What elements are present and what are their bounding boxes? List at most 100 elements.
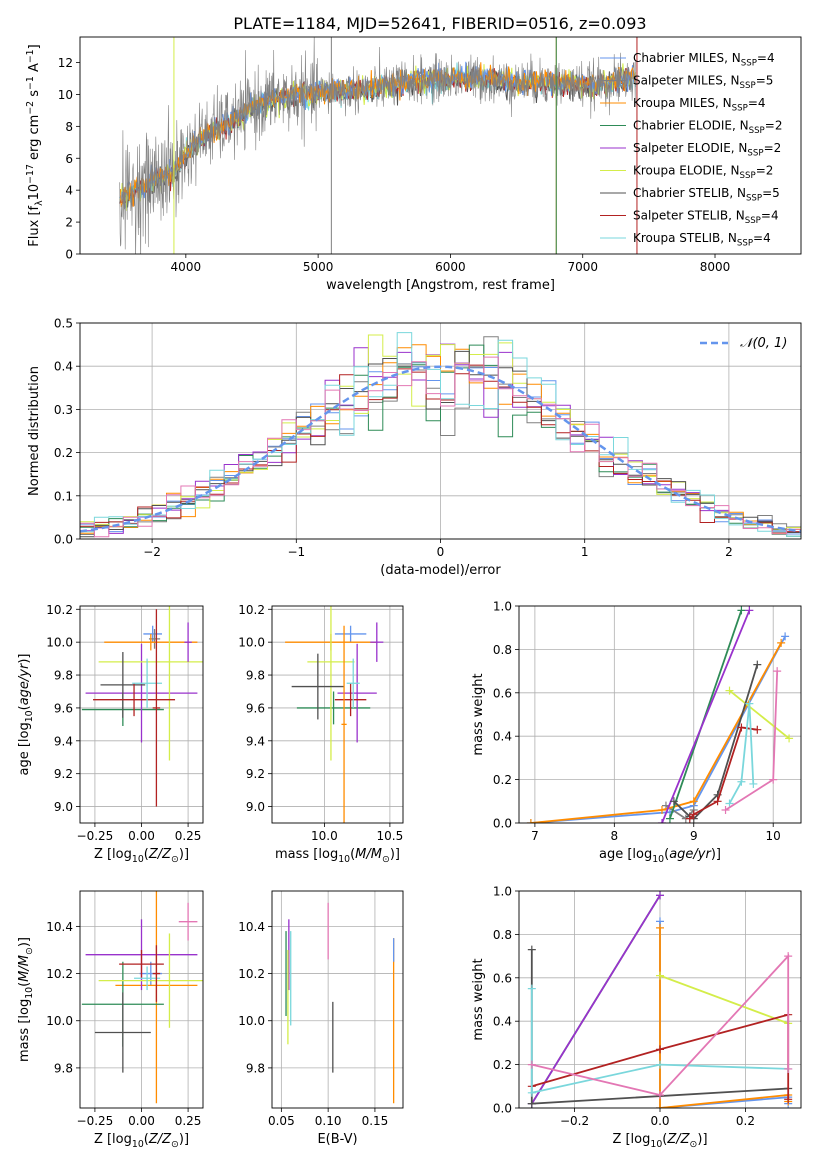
y-tick-label: 10	[58, 88, 73, 102]
y-tick-label: 10.0	[238, 636, 265, 650]
weight-series-line	[659, 927, 790, 1108]
y-tick-label: 10.4	[238, 920, 265, 934]
weight-point-marker	[737, 723, 746, 732]
x-tick-label: 10.0	[311, 829, 338, 843]
legend-entry: Chabrier STELIB, NSSP=5	[633, 186, 780, 204]
y-axis-label: Flux [fλ10−17 erg cm−2 s−1 A−1]	[25, 44, 45, 246]
y-tick-label: 0.8	[493, 643, 512, 657]
x-tick-label: −0.2	[560, 1114, 589, 1128]
legend-entry: Salpeter ELODIE, NSSP=2	[633, 141, 781, 159]
weight-point-marker	[785, 734, 794, 743]
x-axis-label: E(B-V)	[317, 1132, 357, 1147]
plot-area-mass-vs-ebv	[285, 902, 395, 1104]
y-tick-label: 9.0	[54, 800, 73, 814]
legend-entry: Salpeter STELIB, NSSP=4	[633, 209, 779, 227]
weight-point-marker	[656, 971, 664, 980]
x-tick-label: 0	[437, 545, 445, 559]
plot-area-age-vs-Z	[81, 606, 203, 807]
x-axis-label: (data-model)/error	[380, 563, 501, 578]
y-axis-label: mass weight	[471, 958, 486, 1040]
x-tick-label: 0.00	[128, 829, 155, 843]
legend-entry: Salpeter MILES, NSSP=5	[633, 74, 773, 92]
y-tick-label: 9.4	[54, 734, 73, 748]
weight-series-line	[661, 609, 751, 823]
y-tick-label: 0.3	[54, 403, 73, 417]
y-tick-label: 0.2	[493, 1058, 512, 1072]
x-tick-label: 0.10	[315, 1114, 342, 1128]
weight-series-line	[659, 974, 789, 1025]
weight-point-marker	[777, 638, 786, 647]
y-tick-label: 0.5	[54, 317, 73, 331]
y-tick-label: 0.4	[493, 1015, 512, 1029]
legend-entry: Kroupa ELODIE, NSSP=2	[633, 164, 773, 182]
weight-point-marker	[656, 1045, 664, 1054]
weight-point-marker	[753, 725, 762, 734]
normal-reference-curve	[80, 365, 801, 533]
x-tick-label: 8000	[700, 260, 731, 274]
plot-area-weight-vs-age	[526, 606, 794, 823]
weight-point-marker	[669, 797, 678, 806]
weight-point-marker	[656, 1060, 664, 1069]
weight-point-marker	[745, 699, 754, 708]
x-tick-label: 7	[531, 829, 539, 843]
y-tick-label: 0.2	[54, 446, 73, 460]
y-tick-label: 1.0	[493, 885, 512, 899]
x-tick-label: 0.25	[175, 1114, 202, 1128]
y-tick-label: 1.0	[493, 600, 512, 614]
panel-residuals: −2 −1 0 1 2 0.0 0.1 0.2 0.3 0.4 0.5 (data-model)/er…	[27, 317, 802, 578]
x-axis-label: wavelength [Angstrom, rest frame]	[326, 278, 555, 293]
x-tick-label: 10.5	[377, 829, 404, 843]
x-tick-label: −2	[143, 545, 161, 559]
weight-point-marker	[745, 606, 754, 615]
weight-point-marker	[784, 1095, 793, 1104]
weight-point-marker	[737, 777, 746, 786]
spectrum-legend: Chabrier MILES, NSSP=4 Salpeter MILES, NS…	[600, 51, 782, 249]
weight-point-marker	[656, 891, 664, 900]
panel-mass-vs-Z: −0.25 0.00 0.25 9.8 10.0 10.2 10.4 Z [log10(Z/Z…	[17, 890, 204, 1150]
y-tick-label: 0.0	[493, 817, 512, 831]
y-tick-label: 9.6	[54, 701, 73, 715]
x-tick-label: 5000	[303, 260, 334, 274]
weight-series-line	[659, 921, 790, 1108]
y-tick-label: 0.4	[54, 360, 73, 374]
weight-point-marker	[527, 1099, 536, 1108]
axes-frame	[79, 36, 802, 255]
axes-frame	[518, 605, 802, 824]
y-tick-label: 10.2	[238, 967, 265, 981]
weight-point-marker	[665, 814, 674, 823]
panel-weight-vs-Z: −0.2 0.0 0.2 0.0 0.2 0.4 0.6 0.8 1.0 Z [log10(Z/Z…	[471, 885, 802, 1150]
weight-point-marker	[527, 945, 536, 954]
weight-point-marker	[753, 660, 762, 669]
legend-entry: Kroupa STELIB, NSSP=4	[633, 231, 771, 249]
y-tick-label: 0.4	[493, 730, 512, 744]
weight-point-marker	[657, 819, 666, 823]
panel-spectrum: 4000 5000 6000 7000 8000 0 2 4 6 8 10 12 wavelength …	[25, 36, 802, 293]
x-tick-label: −1	[287, 545, 305, 559]
y-axis-label: Normed distribution	[27, 366, 42, 496]
observed-spectrum-line	[119, 37, 636, 254]
x-tick-label: 7000	[567, 260, 598, 274]
y-axis-label: mass weight	[471, 673, 486, 755]
weight-point-marker	[737, 606, 746, 615]
x-tick-label: 0.00	[128, 1114, 155, 1128]
plot-area-mass-vs-Z	[81, 891, 203, 1104]
plot-area-residuals	[80, 332, 801, 538]
y-tick-label: 12	[58, 56, 73, 70]
x-tick-label: 9	[690, 829, 698, 843]
weight-point-marker	[784, 952, 793, 961]
y-tick-label: 9.8	[54, 1061, 73, 1075]
weight-point-marker	[656, 923, 664, 932]
weight-point-marker	[725, 686, 734, 695]
x-axis-label: mass [log10(M/M⊙)]	[275, 847, 400, 865]
weight-series-line	[728, 703, 755, 804]
x-tick-label: 0.15	[362, 1114, 389, 1128]
x-tick-label: 4000	[171, 260, 202, 274]
y-tick-label: 6	[65, 152, 73, 166]
panel-mass-vs-ebv: 0.05 0.10 0.15 9.8 10.0 10.2 10.4 E(B-V)	[238, 890, 404, 1147]
weight-series-line	[531, 953, 790, 1096]
y-axis-label: age [log10(age/yr)]	[17, 653, 35, 775]
x-axis-label: Z [log10(Z/Z⊙)]	[94, 1132, 189, 1150]
y-tick-label: 0.1	[54, 489, 73, 503]
panel-age-vs-mass: 10.0 10.5 9.0 9.2 9.4 9.6 9.8 10.0 10.2 mass [log…	[238, 603, 404, 865]
weight-point-marker	[526, 819, 535, 823]
